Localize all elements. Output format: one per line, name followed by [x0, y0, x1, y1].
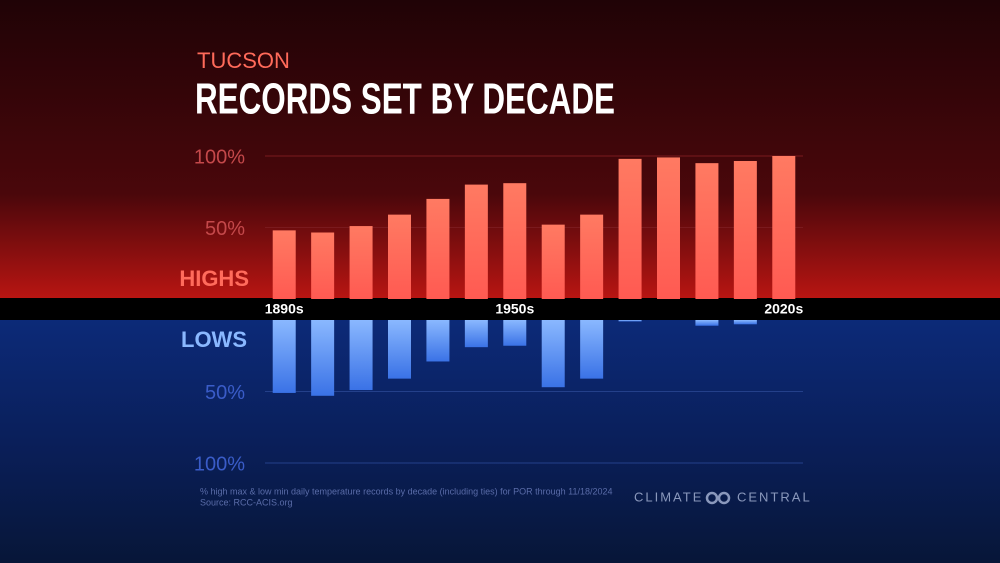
brand-logo	[705, 491, 731, 505]
chart-title: RECORDS SET BY DECADE	[195, 75, 615, 124]
bar-low	[272, 320, 296, 393]
bar-high	[772, 156, 796, 299]
brand: CLIMATE	[634, 489, 703, 504]
x-tick-label: 1890s	[265, 301, 304, 317]
bar-high	[657, 157, 680, 299]
bar-high	[349, 226, 373, 299]
bar-low	[618, 320, 642, 322]
bar-low	[580, 320, 604, 379]
bar-high	[388, 214, 411, 299]
legend-label: LOWS	[181, 327, 247, 352]
background-top	[0, 0, 1000, 298]
bar-high	[733, 161, 757, 299]
source: Source: RCC-ACIS.org	[200, 497, 293, 507]
background-bottom	[0, 320, 1000, 563]
bar-high	[311, 232, 335, 299]
x-tick-label: 2020s	[764, 301, 803, 317]
bar-low	[541, 320, 565, 388]
bar-low	[426, 320, 450, 362]
bar-high	[580, 214, 604, 299]
bar-high	[695, 163, 719, 299]
bar-low	[733, 320, 757, 325]
bar-high	[503, 183, 527, 299]
y-tick-label: 50%	[205, 218, 245, 240]
bar-low	[388, 320, 411, 379]
x-tick-label: 1950s	[495, 301, 534, 317]
bar-high	[618, 158, 642, 299]
bar-high	[272, 230, 296, 299]
footnote: % high max & low min daily temperature r…	[200, 486, 613, 496]
bar-low	[349, 320, 373, 391]
bar-low	[503, 320, 527, 346]
y-tick-label: 100%	[194, 146, 245, 168]
bar-high	[541, 224, 565, 299]
bar-low	[464, 320, 488, 348]
brand: CENTRAL	[737, 489, 812, 504]
chart-subtitle: TUCSON	[197, 48, 290, 73]
bar-low	[695, 320, 719, 326]
axis-band	[0, 298, 1000, 320]
y-tick-label: 100%	[194, 453, 245, 475]
bar-high	[426, 198, 450, 299]
legend-label: HIGHS	[179, 266, 249, 291]
bar-high	[464, 184, 488, 299]
bar-low	[311, 320, 335, 396]
y-tick-label: 50%	[205, 382, 245, 404]
